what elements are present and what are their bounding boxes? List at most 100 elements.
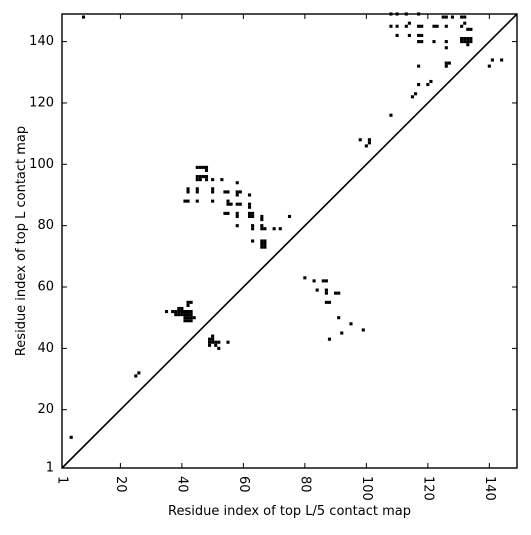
y-tick-label: 1 — [46, 461, 54, 476]
contact-point — [426, 83, 430, 87]
x-tick-label: 20 — [113, 476, 128, 493]
contact-point — [364, 144, 368, 148]
contact-point — [395, 33, 399, 38]
contact-point — [195, 178, 199, 182]
y-tick-label: 140 — [29, 34, 54, 49]
contact-point — [334, 291, 338, 295]
contact-point — [192, 316, 196, 320]
contact-point — [251, 239, 255, 243]
contact-point — [189, 310, 193, 314]
contact-point — [324, 279, 328, 283]
contact-point — [195, 190, 199, 194]
contact-point — [164, 310, 169, 314]
contact-point — [466, 27, 470, 31]
diagonal-line — [61, 13, 518, 469]
contact-point — [186, 310, 190, 314]
contact-point — [211, 340, 215, 344]
contact-point — [460, 40, 464, 44]
contact-point — [211, 187, 215, 191]
contact-point — [217, 340, 221, 344]
contact-point — [251, 214, 255, 219]
contact-point — [303, 276, 307, 280]
y-tick-label: 120 — [29, 95, 54, 110]
contact-point — [174, 313, 178, 317]
contact-point — [186, 187, 190, 191]
contact-point — [195, 175, 199, 179]
contact-point — [220, 178, 224, 182]
contact-point — [469, 27, 473, 31]
contact-point — [337, 291, 341, 295]
contact-point — [186, 319, 190, 323]
contact-point — [361, 328, 365, 332]
contact-point — [183, 310, 187, 314]
contact-point — [235, 190, 239, 194]
contact-point — [278, 227, 282, 231]
contact-point — [389, 24, 393, 28]
contact-point — [324, 300, 328, 304]
contact-point — [195, 165, 199, 169]
y-tick-label: 80 — [37, 218, 54, 233]
contact-point — [204, 178, 209, 182]
contact-point — [444, 24, 448, 28]
contact-point — [469, 40, 473, 44]
contact-point — [198, 165, 202, 169]
contact-point — [389, 113, 393, 117]
contact-point — [324, 288, 328, 292]
contact-point — [327, 337, 332, 341]
contact-point — [211, 337, 215, 341]
contact-point — [444, 61, 448, 65]
contact-point — [260, 227, 264, 231]
contact-point — [417, 64, 421, 68]
contact-point — [463, 36, 467, 41]
contact-point — [417, 24, 421, 28]
contact-point — [186, 199, 190, 203]
contact-point — [214, 340, 218, 344]
contact-point — [247, 211, 252, 215]
contact-point — [247, 214, 252, 219]
contact-point — [260, 239, 264, 243]
contact-point — [195, 199, 199, 203]
x-tick-label: 140 — [482, 476, 497, 501]
contact-point — [337, 316, 341, 320]
contact-point — [211, 334, 215, 338]
contact-point — [189, 313, 193, 317]
y-tick-label: 100 — [29, 157, 54, 172]
contact-point — [500, 58, 504, 62]
contact-point — [186, 190, 190, 194]
contact-point — [183, 199, 187, 203]
contact-point — [204, 165, 209, 169]
contact-point — [235, 214, 239, 219]
contact-point — [420, 40, 424, 44]
contact-point — [177, 313, 181, 317]
contact-point — [420, 24, 424, 28]
contact-point — [466, 40, 470, 44]
contact-point — [321, 279, 325, 283]
contact-point — [177, 310, 181, 314]
contact-point — [226, 199, 230, 203]
contact-point — [238, 190, 242, 194]
contact-point — [417, 83, 421, 87]
contact-point — [447, 61, 451, 65]
contact-point — [432, 24, 436, 28]
contact-point — [235, 224, 239, 228]
contact-point — [238, 202, 242, 206]
y-tick-label: 20 — [37, 402, 54, 417]
contact-point — [435, 24, 439, 28]
y-axis-label: Residue index of top L contact map — [14, 126, 29, 356]
contact-point — [183, 316, 187, 320]
x-tick-label: 120 — [420, 476, 435, 501]
contact-point — [186, 303, 190, 307]
x-axis-label: Residue index of top L/5 contact map — [168, 504, 411, 519]
contact-point — [235, 193, 239, 197]
contact-point — [429, 79, 433, 84]
contact-point — [444, 15, 448, 19]
contact-point — [260, 242, 264, 246]
contact-point — [260, 217, 264, 222]
contact-point — [251, 227, 255, 231]
contact-point — [251, 211, 255, 215]
contact-point — [444, 46, 448, 50]
contact-point — [260, 214, 264, 219]
contact-point — [487, 64, 491, 68]
contact-point — [211, 199, 215, 203]
